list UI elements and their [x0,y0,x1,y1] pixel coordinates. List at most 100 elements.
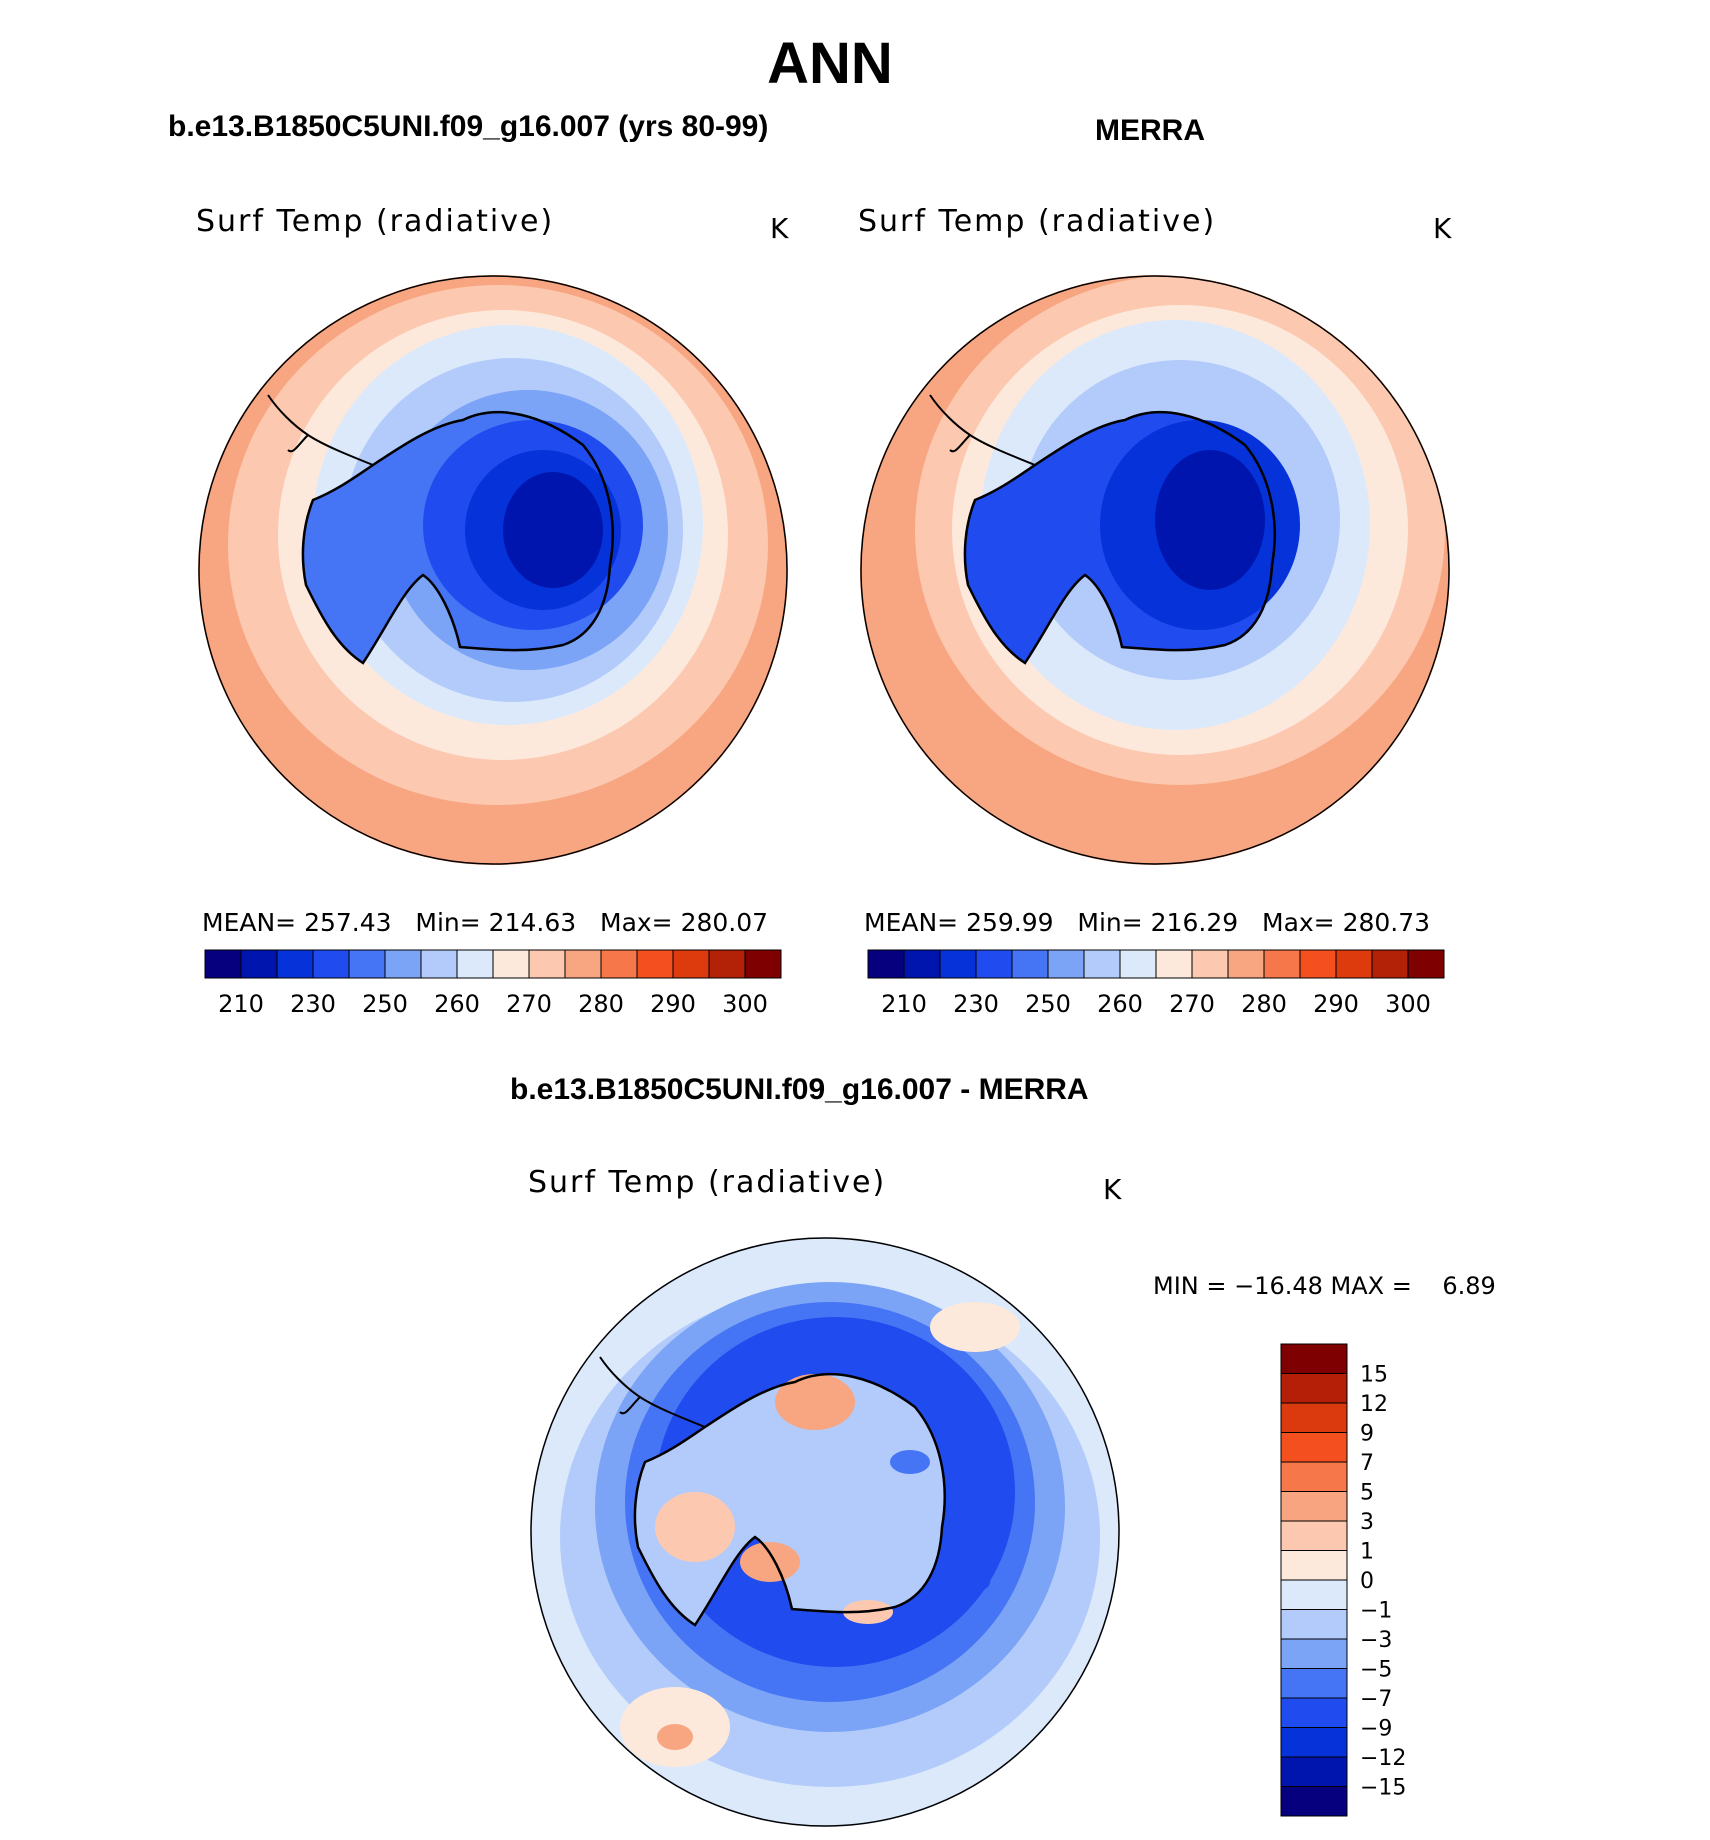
colorbar-tick-label: −5 [1360,1658,1392,1683]
colorbar-tick-label: 3 [1360,1510,1374,1535]
colorbar-swatch [1335,949,1373,979]
colorbar-tick-label: 290 [1313,990,1359,1018]
colorbar-swatch [708,949,746,979]
colorbar-swatch [1280,1402,1348,1433]
cold-anomaly [890,1450,930,1474]
coastline [301,411,614,665]
colorbar-tick-label: 1 [1360,1540,1374,1565]
colorbar-swatch [1280,1432,1348,1463]
warm-anomaly [655,1492,735,1562]
colorbar-swatch [903,949,941,979]
colorbar-tick-label: 7 [1360,1451,1374,1476]
colorbar-tick-label: 250 [362,990,408,1018]
variable-label-obs: Surf Temp (radiative) [858,204,1217,239]
coastline [633,1373,946,1627]
colorbar-swatch [1280,1343,1348,1374]
colorbar-swatch [1407,949,1445,979]
colorbar-swatch [975,949,1013,979]
field-band-cold-5 [1155,450,1265,590]
colorbar-tick-label: 15 [1360,1363,1388,1388]
colorbar-tick-label: 270 [506,990,552,1018]
colorbar-tick-label: 0 [1360,1569,1374,1594]
colorbar-tick-label: 260 [434,990,480,1018]
colorbar-swatch [528,949,566,979]
colorbar-tick-label: 260 [1097,990,1143,1018]
colorbar-swatch [1280,1609,1348,1640]
colorbar-tick-label: 210 [218,990,264,1018]
colorbar-swatch [1280,1461,1348,1492]
units-label-model: K [770,212,789,245]
mean-label: MEAN= [864,908,959,937]
colorbar-swatch [1280,1579,1348,1610]
colorbar-swatch [1280,1491,1348,1522]
colorbar-tick-label: −3 [1360,1628,1392,1653]
colorbar-swatch [1280,1756,1348,1787]
colorbar-tick-label: −9 [1360,1717,1392,1742]
colorbar-swatch [1280,1373,1348,1404]
colorbar-swatch [1119,949,1157,979]
warm-anomaly-ocean [930,1302,1020,1352]
case-title-model: b.e13.B1850C5UNI.f09_g16.007 (yrs 80-99) [168,110,769,143]
warm-anomaly-ocean [657,1724,693,1750]
min-value: 216.29 [1150,908,1239,937]
colorbar-obs: 210 230 250 260 270 280 290 300 [867,949,1445,1018]
units-label-diff: K [1103,1173,1122,1206]
colorbar-swatch [1047,949,1085,979]
colorbar-swatch [1155,949,1193,979]
colorbar-swatch [1227,949,1265,979]
map-boundary [860,275,1450,865]
map-boundary [198,275,788,865]
colorbar-swatch [1280,1786,1348,1817]
min-label: Min= [415,908,481,937]
colorbar-swatch [1280,1697,1348,1728]
colorbar-swatch [867,949,905,979]
colorbar-tick-label: 290 [650,990,696,1018]
antarctica-fill [634,1374,945,1625]
map-panel-obs [860,275,1450,865]
max-label: Max= [1262,908,1335,937]
colorbar-swatch [312,949,350,979]
colorbar-swatch [1280,1520,1348,1551]
colorbar-tick-label: 12 [1360,1392,1388,1417]
colorbar-tick-label: −7 [1360,1687,1392,1712]
peninsula-coast [599,1356,706,1428]
colorbar-tick-label: 230 [953,990,999,1018]
colorbar-tick-label: 9 [1360,1422,1374,1447]
colorbar-swatch [1191,949,1229,979]
colorbar-swatch [1371,949,1409,979]
colorbar-swatch [564,949,602,979]
mean-value: 257.43 [304,908,392,937]
warm-anomaly [775,1374,855,1430]
min-value: 214.63 [488,908,577,937]
colorbar-tick-label: 280 [578,990,624,1018]
max-value: 280.73 [1342,908,1431,937]
colorbar-swatch [600,949,638,979]
colorbar-tick-label: −12 [1360,1746,1406,1771]
cold-anomaly [940,1570,990,1594]
colorbar-swatch [348,949,386,979]
colorbar-swatch [276,949,314,979]
stats-obs: MEAN= 259.99 Min= 216.29 Max= 280.73 [864,908,1430,937]
min-label: Min= [1077,908,1143,937]
colorbar-swatch [636,949,674,979]
colorbar-tick-label: 270 [1169,990,1215,1018]
coastline [963,411,1276,665]
map-panel-model [198,275,788,865]
colorbar-swatch [939,949,977,979]
units-label-obs: K [1433,212,1452,245]
colorbar-tick-label: 250 [1025,990,1071,1018]
colorbar-swatch [384,949,422,979]
colorbar-swatch [1263,949,1301,979]
colorbar-swatch [1280,1668,1348,1699]
colorbar-tick-label: −1 [1360,1599,1392,1624]
colorbar-tick-label: −15 [1360,1776,1406,1801]
stats-model: MEAN= 257.43 Min= 214.63 Max= 280.07 [202,908,768,937]
colorbar-swatch [1280,1550,1348,1581]
colorbar-swatch [420,949,458,979]
mean-label: MEAN= [202,908,297,937]
colorbar-swatch [744,949,782,979]
colorbar-model: 210 230 250 260 270 280 290 300 [204,949,782,1018]
colorbar-swatch [456,949,494,979]
colorbar-swatch [672,949,710,979]
colorbar-tick-label: 300 [1385,990,1431,1018]
